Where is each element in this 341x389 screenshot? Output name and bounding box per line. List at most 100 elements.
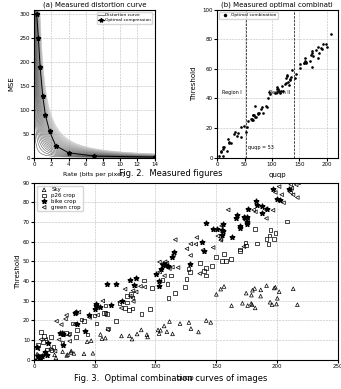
bike crop — [43, 349, 48, 355]
p26 crop — [49, 347, 54, 353]
Sky — [64, 352, 70, 359]
p26 crop — [223, 258, 229, 264]
p26 crop — [238, 248, 243, 254]
green crop — [130, 295, 136, 301]
Sky — [258, 293, 263, 299]
p26 crop — [182, 284, 188, 290]
green crop — [289, 185, 295, 191]
p26 crop — [271, 236, 277, 242]
Sky — [267, 299, 273, 305]
Sky — [138, 327, 144, 333]
Sky — [99, 336, 105, 342]
Sky — [243, 290, 249, 296]
Sky — [144, 331, 150, 338]
green crop — [197, 270, 203, 277]
Y-axis label: Threshold: Threshold — [16, 254, 21, 289]
p26 crop — [264, 236, 269, 242]
bike crop — [134, 275, 139, 281]
bike crop — [60, 331, 65, 338]
Sky — [229, 303, 234, 309]
bike crop — [131, 282, 137, 288]
Sky — [264, 282, 269, 289]
p26 crop — [222, 251, 227, 257]
green crop — [100, 298, 105, 304]
green crop — [194, 235, 199, 241]
bike crop — [210, 226, 216, 232]
Y-axis label: MSE: MSE — [8, 76, 14, 91]
green crop — [162, 273, 167, 279]
green crop — [288, 182, 294, 188]
Sky — [271, 285, 277, 291]
Sky — [249, 300, 254, 307]
green crop — [264, 215, 269, 221]
Title: (a) Measured distortion curve: (a) Measured distortion curve — [43, 2, 146, 9]
bike crop — [242, 215, 248, 221]
p26 crop — [40, 339, 46, 345]
p26 crop — [129, 291, 134, 297]
green crop — [76, 309, 81, 315]
Sky — [158, 327, 163, 333]
bike crop — [163, 262, 168, 268]
green crop — [167, 266, 172, 272]
Sky — [274, 301, 279, 307]
Title: (b) Measured optimal combinati: (b) Measured optimal combinati — [222, 2, 333, 9]
p26 crop — [117, 300, 122, 306]
green crop — [162, 261, 168, 267]
green crop — [169, 264, 175, 270]
green crop — [37, 355, 42, 361]
green crop — [157, 269, 162, 275]
p26 crop — [209, 263, 215, 269]
p26 crop — [267, 232, 272, 238]
green crop — [122, 286, 128, 292]
p26 crop — [39, 329, 44, 335]
Sky — [134, 331, 140, 337]
p26 crop — [103, 303, 108, 309]
green crop — [288, 189, 293, 196]
X-axis label: Rate (bits per pixel): Rate (bits per pixel) — [63, 172, 125, 177]
green crop — [38, 336, 44, 343]
green crop — [218, 237, 223, 244]
Sky — [177, 321, 183, 327]
p26 crop — [79, 316, 84, 322]
green crop — [290, 192, 296, 198]
p26 crop — [106, 326, 111, 332]
p26 crop — [220, 258, 225, 264]
bike crop — [238, 223, 243, 230]
bike crop — [156, 283, 161, 289]
bike crop — [219, 231, 224, 238]
bike crop — [187, 261, 193, 267]
p26 crop — [201, 268, 207, 274]
green crop — [262, 206, 268, 212]
bike crop — [171, 249, 177, 256]
bike crop — [246, 205, 251, 212]
p26 crop — [35, 342, 41, 348]
bike crop — [265, 205, 270, 212]
p26 crop — [85, 331, 90, 338]
green crop — [54, 318, 59, 324]
green crop — [225, 207, 231, 213]
Sky — [204, 317, 209, 324]
green crop — [159, 261, 165, 267]
p26 crop — [186, 266, 191, 272]
bike crop — [286, 186, 292, 192]
Sky — [48, 345, 53, 352]
p26 crop — [166, 295, 171, 301]
Sky — [103, 335, 108, 341]
Sky — [164, 329, 169, 335]
p26 crop — [141, 277, 146, 284]
Point — [31, 357, 37, 363]
Sky — [69, 349, 74, 356]
green crop — [175, 265, 181, 271]
green crop — [87, 314, 92, 321]
Sky — [34, 351, 40, 357]
Sky — [208, 319, 213, 326]
green crop — [294, 182, 299, 188]
Sky — [38, 355, 44, 361]
bike crop — [199, 238, 205, 245]
bike crop — [215, 226, 220, 232]
Sky — [98, 331, 103, 338]
Sky — [252, 286, 257, 292]
Sky — [71, 350, 77, 357]
bike crop — [92, 306, 98, 312]
green crop — [295, 194, 300, 201]
